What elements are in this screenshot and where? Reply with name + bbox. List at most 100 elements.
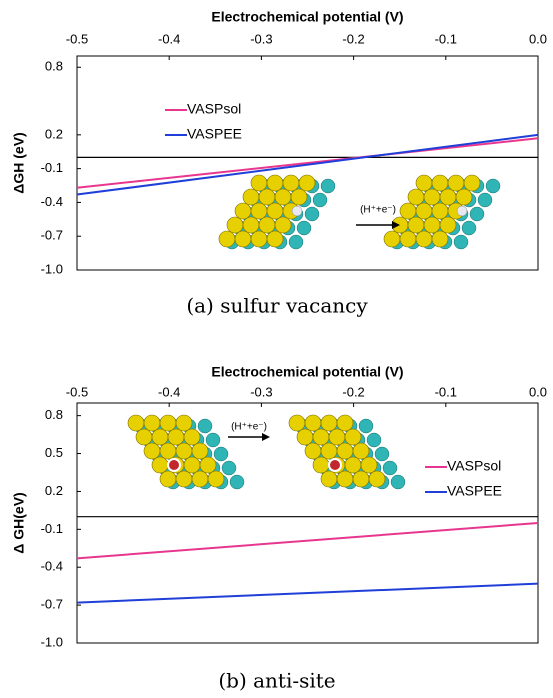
y-tick-label: 0.8	[45, 59, 63, 74]
y-tick-label: 0.8	[45, 407, 63, 422]
atom	[191, 470, 209, 488]
atom	[258, 188, 276, 206]
atom-bg	[477, 192, 493, 208]
atom	[352, 442, 370, 460]
data-line	[76, 137, 539, 189]
y-tick-label: -1.0	[41, 261, 63, 276]
x-tick-label: -0.5	[66, 384, 88, 399]
atom	[399, 202, 417, 220]
atom-bg	[288, 234, 304, 250]
atom-bg	[197, 418, 213, 434]
atom	[199, 456, 217, 474]
atom	[266, 202, 284, 220]
atom	[439, 216, 457, 234]
x-tick-label: 0.0	[529, 384, 547, 399]
atom	[360, 456, 378, 474]
atom-bg	[221, 460, 237, 476]
atom	[463, 174, 481, 192]
x-tick-label: -0.4	[158, 31, 180, 46]
atom-bg	[485, 178, 501, 194]
atom	[191, 442, 209, 460]
x-tick-label: -0.4	[158, 384, 180, 399]
atom	[266, 174, 284, 192]
atom-bg	[205, 432, 221, 448]
atom	[175, 442, 193, 460]
atom	[455, 188, 473, 206]
atom-bg	[358, 418, 374, 434]
atom	[304, 414, 322, 432]
atom-bg	[213, 446, 229, 462]
atom-center	[456, 205, 468, 217]
atom	[127, 414, 145, 432]
atom	[431, 174, 449, 192]
reaction-label: (H⁺+e⁻)	[360, 205, 396, 216]
plot-frame	[76, 55, 539, 271]
legend-label: VASPsol	[447, 458, 501, 474]
atom	[250, 230, 268, 248]
atom	[218, 230, 236, 248]
atom	[159, 470, 177, 488]
atom	[234, 230, 252, 248]
atom	[207, 470, 225, 488]
atom	[159, 442, 177, 460]
atom	[383, 230, 401, 248]
atom-bg	[304, 206, 320, 222]
atom	[296, 428, 314, 446]
atom-bg	[374, 446, 390, 462]
atom	[175, 414, 193, 432]
atom	[234, 202, 252, 220]
atom	[344, 456, 362, 474]
atom	[447, 174, 465, 192]
y-tick-label: -0.4	[41, 559, 63, 574]
atom	[274, 188, 292, 206]
atom	[143, 414, 161, 432]
atom	[352, 470, 370, 488]
x-tick-label: -0.2	[342, 31, 364, 46]
atom	[320, 414, 338, 432]
legend-label: VASPEE	[187, 126, 242, 142]
atom	[415, 230, 433, 248]
atom-bg	[312, 192, 328, 208]
atom	[288, 414, 306, 432]
atom-bg	[382, 460, 398, 476]
atom	[431, 202, 449, 220]
arrow-head	[392, 221, 400, 229]
atom	[336, 442, 354, 460]
atom-bg	[366, 432, 382, 448]
atom	[344, 428, 362, 446]
atom-bg	[469, 206, 485, 222]
atom	[290, 188, 308, 206]
x-tick-label: -0.3	[250, 31, 272, 46]
data-line	[76, 582, 539, 604]
atom-center	[291, 205, 303, 217]
data-line	[76, 522, 539, 560]
atom	[298, 174, 316, 192]
atom-bg	[320, 178, 336, 194]
atom	[250, 174, 268, 192]
atom	[399, 230, 417, 248]
y-tick-label: -0.4	[41, 194, 63, 209]
atom	[368, 470, 386, 488]
y-tick-label: -0.7	[41, 597, 63, 612]
atom	[143, 442, 161, 460]
legend-label: VASPsol	[187, 101, 241, 117]
y-axis-label: ΔGH (eV)	[11, 132, 27, 193]
atom	[258, 216, 276, 234]
atom	[151, 456, 169, 474]
x-tick-label: -0.2	[342, 384, 364, 399]
atom	[431, 230, 449, 248]
y-tick-label: -0.1	[41, 160, 63, 175]
atom	[320, 470, 338, 488]
x-tick-label: -0.1	[435, 384, 457, 399]
y-axis-label: Δ GH(eV)	[11, 492, 27, 553]
x-tick-label: 0.0	[529, 31, 547, 46]
reaction-label: (H⁺+e⁻)	[231, 422, 267, 433]
atom-bg	[296, 220, 312, 236]
legend-label: VASPEE	[447, 483, 502, 499]
atom	[175, 470, 193, 488]
y-tick-label: -0.1	[41, 521, 63, 536]
atom	[415, 174, 433, 192]
atom	[312, 428, 330, 446]
atom	[304, 442, 322, 460]
